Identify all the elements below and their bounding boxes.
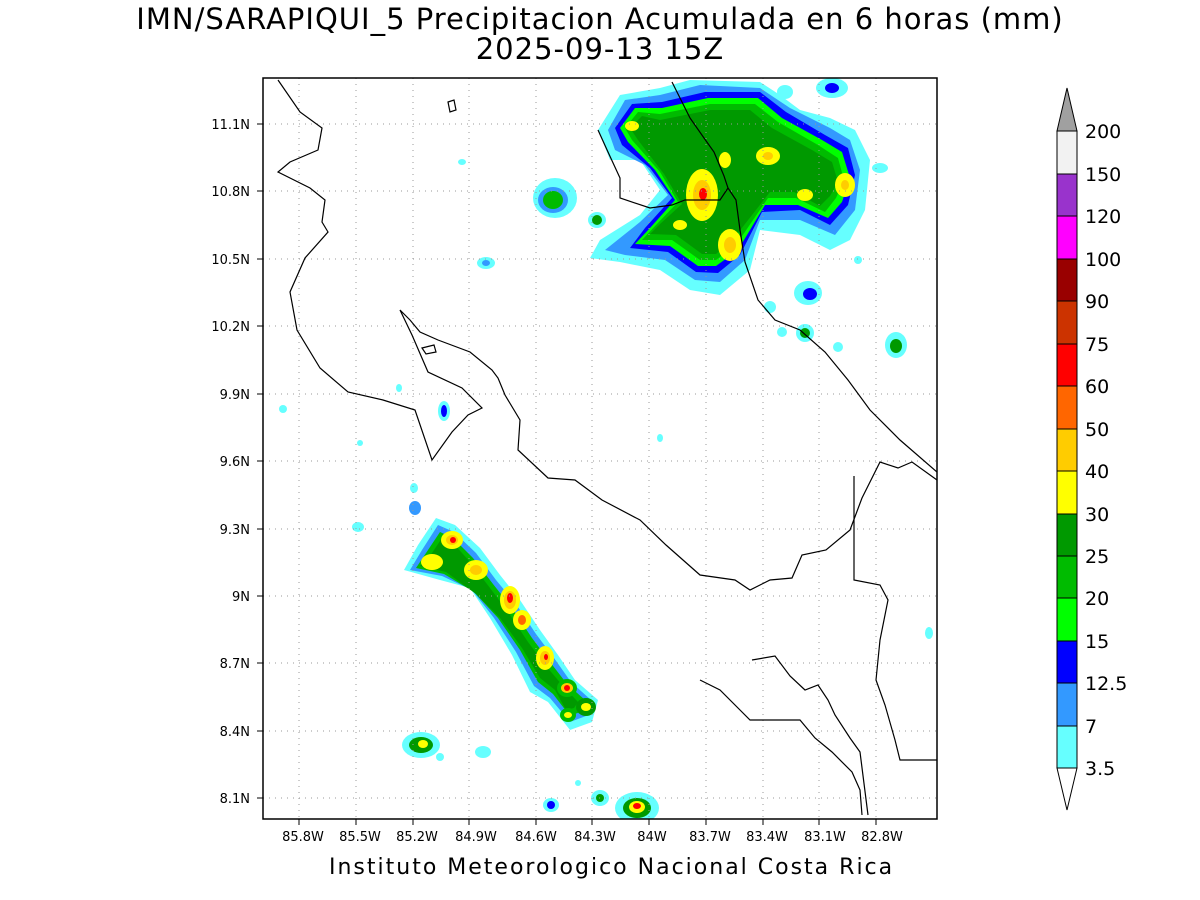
longitude-labels: 85.8W 85.5W 85.2W 84.9W 84.6W 84.3W 84W … (282, 830, 903, 845)
colorbar-swatch (1056, 597, 1078, 642)
lon-label: 85.5W (339, 830, 381, 845)
colorbar-bottom-triangle (1056, 767, 1078, 811)
colorbar-swatch (1056, 258, 1078, 302)
colorbar-label: 12.5 (1085, 673, 1127, 695)
colorbar-label: 25 (1085, 546, 1109, 568)
colorbar-label: 15 (1085, 631, 1109, 653)
colorbar-label: 20 (1085, 588, 1109, 610)
latitude-ticks (257, 123, 263, 799)
precipitation-field (279, 78, 933, 819)
lat-label: 10.8N (211, 185, 250, 200)
lat-label: 11.1N (211, 118, 250, 133)
colorbar-swatch (1056, 300, 1078, 345)
lat-label: 9N (232, 590, 250, 605)
lon-label: 82.8W (861, 830, 903, 845)
colorbar-label: 50 (1085, 419, 1109, 441)
lon-label: 83.7W (689, 830, 731, 845)
map-datetime: 2025-09-13 15Z (475, 32, 725, 66)
colorbar-label: 30 (1085, 504, 1109, 526)
lon-label: 83.4W (746, 830, 788, 845)
colorbar-label: 7 (1085, 716, 1097, 738)
lon-label: 85.2W (396, 830, 438, 845)
colorbar-swatch (1056, 385, 1078, 430)
colorbar-swatch (1056, 725, 1078, 769)
colorbar-swatch (1056, 215, 1078, 260)
footer-credit: Instituto Meteorologico Nacional Costa R… (329, 855, 895, 880)
lat-label: 9.9N (220, 388, 250, 403)
lat-label: 10.5N (211, 253, 250, 268)
longitude-ticks (298, 819, 877, 825)
colorbar-label: 120 (1085, 206, 1121, 228)
colorbar-label: 90 (1085, 291, 1109, 313)
colorbar-label: 200 (1085, 121, 1121, 143)
colorbar-swatch (1056, 640, 1078, 684)
lat-label: 8.7N (220, 657, 250, 672)
colorbar-labels: 200 150 120 100 90 75 60 50 40 30 25 20 … (1085, 121, 1127, 780)
colorbar-label: 75 (1085, 334, 1109, 356)
colorbar-swatch (1056, 513, 1078, 557)
colorbar-top-triangle (1056, 87, 1078, 132)
lon-label: 84W (637, 830, 667, 845)
map-gridlines (263, 78, 937, 819)
colorbar-swatch (1056, 470, 1078, 515)
colorbar-label: 150 (1085, 164, 1121, 186)
lon-label: 83.1W (804, 830, 846, 845)
lat-label: 9.6N (220, 455, 250, 470)
rain-area-northeast (590, 80, 870, 295)
lon-label: 84.9W (455, 830, 497, 845)
colorbar (1056, 87, 1078, 811)
colorbar-swatch (1056, 428, 1078, 472)
colorbar-label: 60 (1085, 376, 1109, 398)
colorbar-swatch (1056, 555, 1078, 599)
colorbar-label: 100 (1085, 249, 1121, 271)
colorbar-swatch (1056, 343, 1078, 387)
lat-label: 10.2N (211, 320, 250, 335)
colorbar-label: 3.5 (1085, 758, 1115, 780)
colorbar-swatch (1056, 682, 1078, 727)
lon-label: 85.8W (282, 830, 324, 845)
colorbar-swatch (1056, 130, 1078, 175)
coastline-borders (276, 79, 937, 816)
colorbar-swatch (1056, 173, 1078, 217)
rain-patches (279, 78, 933, 819)
lon-label: 84.3W (574, 830, 616, 845)
latitude-labels: 11.1N 10.8N 10.5N 10.2N 9.9N 9.6N 9.3N 9… (211, 118, 250, 807)
lon-label: 84.6W (515, 830, 557, 845)
map-title: IMN/SARAPIQUI_5 Precipitacion Acumulada … (136, 2, 1064, 36)
map-frame (262, 77, 938, 820)
lat-label: 8.4N (220, 725, 250, 740)
lat-label: 8.1N (220, 792, 250, 807)
colorbar-label: 40 (1085, 461, 1109, 483)
lat-label: 9.3N (220, 523, 250, 538)
rain-area-southwest (404, 518, 598, 730)
